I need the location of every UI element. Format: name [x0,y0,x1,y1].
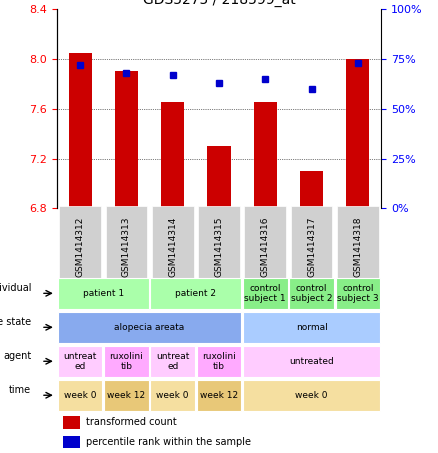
Bar [64,436,80,448]
Text: percentile rank within the sample: percentile rank within the sample [86,437,251,447]
FancyBboxPatch shape [243,346,380,377]
FancyBboxPatch shape [151,346,195,377]
Bar [254,102,277,208]
FancyBboxPatch shape [152,206,194,288]
FancyBboxPatch shape [58,278,148,309]
Text: untreat
ed: untreat ed [64,352,97,371]
FancyBboxPatch shape [337,206,379,288]
FancyBboxPatch shape [151,380,195,411]
Title: GDS5275 / 218599_at: GDS5275 / 218599_at [143,0,295,7]
FancyBboxPatch shape [104,346,148,377]
Text: GSM1414315: GSM1414315 [215,217,223,277]
FancyBboxPatch shape [58,380,102,411]
Bar [300,171,323,208]
Bar [64,416,80,429]
Text: control
subject 3: control subject 3 [337,284,379,303]
Text: week 12: week 12 [107,391,145,400]
Text: GSM1414312: GSM1414312 [76,217,85,277]
Text: normal: normal [296,323,328,332]
Text: week 0: week 0 [295,391,328,400]
Text: alopecia areata: alopecia areata [114,323,185,332]
Text: untreated: untreated [289,357,334,366]
FancyBboxPatch shape [336,278,380,309]
Text: disease state: disease state [0,317,32,327]
Text: week 0: week 0 [64,391,96,400]
Text: transformed count: transformed count [86,417,177,427]
FancyBboxPatch shape [106,206,147,288]
FancyBboxPatch shape [197,380,241,411]
FancyBboxPatch shape [291,206,332,288]
Bar [115,72,138,208]
Bar [68,53,92,208]
Text: agent: agent [3,351,32,361]
Bar [208,146,230,208]
FancyBboxPatch shape [151,278,241,309]
FancyBboxPatch shape [243,278,287,309]
FancyBboxPatch shape [244,206,286,288]
Text: ruxolini
tib: ruxolini tib [202,352,236,371]
FancyBboxPatch shape [243,312,380,343]
Text: GSM1414314: GSM1414314 [168,217,177,277]
Text: control
subject 2: control subject 2 [291,284,332,303]
FancyBboxPatch shape [243,380,380,411]
Text: time: time [9,385,32,395]
FancyBboxPatch shape [104,380,148,411]
Text: GSM1414316: GSM1414316 [261,217,270,277]
FancyBboxPatch shape [197,346,241,377]
Text: week 0: week 0 [156,391,189,400]
Text: week 12: week 12 [200,391,238,400]
Bar [346,59,370,208]
Text: ruxolini
tib: ruxolini tib [110,352,143,371]
FancyBboxPatch shape [58,312,241,343]
FancyBboxPatch shape [58,346,102,377]
Text: GSM1414318: GSM1414318 [353,217,362,277]
Text: control
subject 1: control subject 1 [244,284,286,303]
FancyBboxPatch shape [290,278,334,309]
Text: individual: individual [0,283,32,293]
Bar [161,102,184,208]
Text: patient 2: patient 2 [175,289,216,298]
Text: GSM1414317: GSM1414317 [307,217,316,277]
FancyBboxPatch shape [59,206,101,288]
Text: GSM1414313: GSM1414313 [122,217,131,277]
FancyBboxPatch shape [198,206,240,288]
Text: patient 1: patient 1 [83,289,124,298]
Text: untreat
ed: untreat ed [156,352,189,371]
